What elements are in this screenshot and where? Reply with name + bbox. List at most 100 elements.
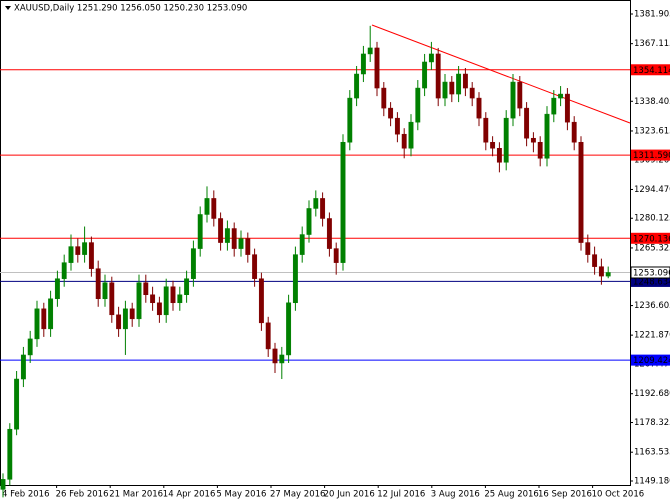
candle-body xyxy=(61,262,67,279)
candle-body xyxy=(598,266,604,277)
candle-body xyxy=(306,208,312,235)
level-label: 1248.634 xyxy=(633,277,670,287)
candle-body xyxy=(394,117,400,135)
candle-body xyxy=(360,53,366,75)
candle-body xyxy=(7,428,13,480)
candle-body xyxy=(136,282,142,320)
candle-body xyxy=(496,148,502,163)
y-tick-label: 1323.615 xyxy=(634,126,670,136)
trendline xyxy=(371,24,631,124)
candle-body xyxy=(258,278,264,324)
candle-body xyxy=(354,73,360,99)
candle-body xyxy=(34,308,40,340)
y-tick-label: 1338.405 xyxy=(634,97,670,107)
candle-body xyxy=(592,254,598,267)
y-tick-label: 1265.325 xyxy=(634,243,670,253)
candle-body xyxy=(503,117,509,163)
candle-body xyxy=(231,228,237,249)
candle-body xyxy=(347,97,353,143)
candle-body xyxy=(116,314,122,330)
candle-body xyxy=(530,137,536,143)
candle-body xyxy=(320,198,326,219)
candle-body xyxy=(408,121,414,149)
level-label: 1270.136 xyxy=(633,234,670,244)
candle-body xyxy=(109,282,115,316)
x-tick-label: 14 Apr 2016 xyxy=(163,490,216,500)
candle-body xyxy=(558,93,564,99)
candle-body xyxy=(428,53,434,63)
y-tick-label: 1192.680 xyxy=(634,389,670,399)
x-tick-label: 25 Aug 2016 xyxy=(484,490,538,500)
candle-body xyxy=(286,302,292,356)
candle-body xyxy=(340,141,346,263)
candle-body xyxy=(238,238,244,249)
y-tick-label: 1178.325 xyxy=(634,418,670,428)
candle-body xyxy=(150,294,156,304)
y-tick-label: 1163.535 xyxy=(634,448,670,458)
y-tick-label: 1280.125 xyxy=(634,214,670,224)
candle-body xyxy=(27,338,33,356)
x-tick-label: 26 Feb 2016 xyxy=(56,490,109,500)
candle-body xyxy=(374,47,380,89)
x-tick-label: 20 Jun 2016 xyxy=(324,490,375,500)
candle-body xyxy=(20,354,26,380)
candle-body xyxy=(551,97,557,115)
candle-body xyxy=(0,479,6,490)
candle-body xyxy=(143,282,149,295)
candle-body xyxy=(313,198,319,209)
candle-body xyxy=(95,268,101,300)
candle-body xyxy=(422,61,428,89)
candle-body xyxy=(204,198,210,215)
candle-body xyxy=(435,53,441,99)
candle-body xyxy=(381,87,387,109)
level-label: 1354.114 xyxy=(633,66,670,76)
y-tick-label: 1367.115 xyxy=(634,39,670,49)
x-tick-label: 16 Sep 2016 xyxy=(538,490,592,500)
candle-body xyxy=(292,254,298,304)
candle-body xyxy=(388,107,394,119)
candle-body xyxy=(537,141,543,159)
candle-body xyxy=(41,308,47,330)
candle-body xyxy=(517,81,523,109)
candle-body xyxy=(122,308,128,330)
candle-body xyxy=(265,322,271,350)
candle-body xyxy=(218,218,224,243)
level-label-box xyxy=(631,275,670,287)
candle-body xyxy=(245,238,251,255)
candle-body xyxy=(442,81,448,99)
candle-body xyxy=(605,272,611,277)
candle-body xyxy=(462,73,468,89)
chart-title: XAUUSD,Daily 1251.290 1256.050 1250.230 … xyxy=(14,4,247,14)
x-tick-label: 3 Aug 2016 xyxy=(431,490,480,500)
candle-body xyxy=(14,378,20,430)
candle-body xyxy=(490,141,496,149)
candle-body xyxy=(54,278,60,300)
level-label: 1311.590 xyxy=(633,151,670,161)
candle-body xyxy=(449,81,455,95)
candle-body xyxy=(524,107,530,139)
candle-body xyxy=(483,117,489,143)
candle-body xyxy=(401,133,407,149)
candle-body xyxy=(272,348,278,364)
y-tick-label: 1221.870 xyxy=(634,331,670,341)
candle-body xyxy=(75,246,81,255)
candle-body xyxy=(48,298,54,330)
candle-body xyxy=(564,93,570,123)
x-tick-label: 4 Feb 2016 xyxy=(2,490,50,500)
candle-body xyxy=(211,198,217,219)
candle-body xyxy=(190,248,196,279)
candle-body xyxy=(170,286,176,304)
y-tick-label: 1294.470 xyxy=(634,185,670,195)
level-label-box xyxy=(631,149,670,161)
level-label-box xyxy=(631,354,670,366)
candle-body xyxy=(510,81,516,119)
candle-body xyxy=(415,87,421,123)
level-label: 1209.424 xyxy=(633,356,670,366)
candle-body xyxy=(469,87,475,99)
menu-icon xyxy=(5,6,11,10)
candle-body xyxy=(129,308,135,320)
y-tick-label: 1149.180 xyxy=(634,477,670,487)
candle-body xyxy=(367,47,373,55)
candle-body xyxy=(156,302,162,316)
x-tick-label: 12 Jul 2016 xyxy=(377,490,425,500)
